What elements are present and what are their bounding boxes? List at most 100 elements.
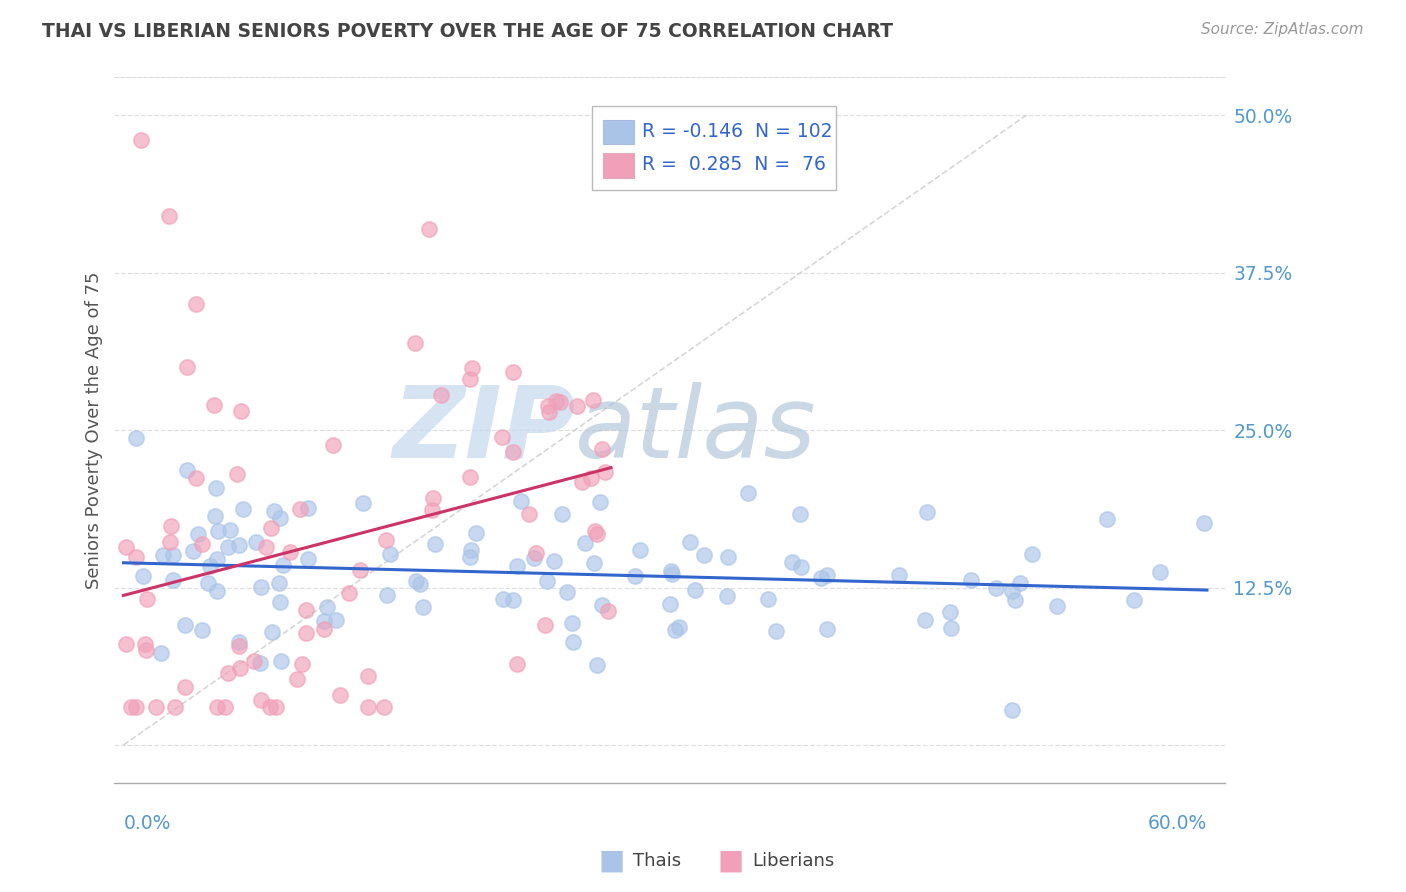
Point <box>357 669 380 683</box>
Point <box>375 588 398 602</box>
Point <box>197 575 219 590</box>
Point <box>125 700 148 714</box>
Point <box>412 599 434 614</box>
Point <box>583 524 606 538</box>
Point <box>184 471 207 485</box>
Text: ZIP: ZIP <box>392 382 575 479</box>
Point <box>555 584 578 599</box>
Text: Thais: Thais <box>633 852 681 870</box>
Point <box>458 549 481 564</box>
Text: R = -0.146  N = 102: R = -0.146 N = 102 <box>643 122 832 141</box>
Point <box>523 550 546 565</box>
Point <box>259 700 281 714</box>
Point <box>591 598 613 612</box>
Text: atlas: atlas <box>575 382 817 479</box>
Point <box>589 494 612 508</box>
Point <box>135 643 157 657</box>
Point <box>191 623 214 637</box>
Point <box>815 568 838 582</box>
Point <box>939 621 962 635</box>
Point <box>464 526 486 541</box>
Point <box>214 700 236 714</box>
Point <box>176 463 198 477</box>
Point <box>254 541 277 555</box>
Point <box>737 486 759 500</box>
Point <box>551 507 574 521</box>
Point <box>418 222 440 236</box>
Point <box>423 537 446 551</box>
Point <box>159 519 181 533</box>
Point <box>717 549 740 564</box>
Point <box>536 574 558 588</box>
Point <box>579 471 602 485</box>
Point <box>125 431 148 445</box>
Point <box>135 591 157 606</box>
Point <box>162 548 184 562</box>
Point <box>889 568 911 582</box>
Point <box>571 475 593 489</box>
Point <box>297 552 319 566</box>
Point <box>245 535 267 549</box>
Point <box>492 592 515 607</box>
Point <box>150 646 173 660</box>
Point <box>546 394 568 409</box>
Point <box>914 613 936 627</box>
Point <box>325 613 347 627</box>
Point <box>502 365 524 379</box>
Point <box>583 557 606 571</box>
Point <box>228 538 250 552</box>
Point <box>1149 565 1171 579</box>
Point <box>664 623 686 637</box>
Point <box>120 700 142 714</box>
Point <box>269 511 291 525</box>
Point <box>458 371 481 385</box>
Point <box>207 584 229 599</box>
Point <box>661 566 683 581</box>
Point <box>131 133 153 147</box>
Point <box>378 547 401 561</box>
Point <box>278 544 301 558</box>
Point <box>322 438 344 452</box>
Point <box>692 548 714 562</box>
Point <box>628 543 651 558</box>
Point <box>596 604 619 618</box>
Point <box>157 209 180 223</box>
Point <box>405 574 427 588</box>
Point <box>506 657 529 671</box>
Point <box>266 700 288 714</box>
Point <box>132 569 155 583</box>
Text: ■: ■ <box>718 847 744 875</box>
Point <box>502 445 524 459</box>
Point <box>125 549 148 564</box>
Point <box>242 655 264 669</box>
Point <box>586 658 609 673</box>
Text: Liberians: Liberians <box>752 852 834 870</box>
Point <box>312 622 335 636</box>
Point <box>543 554 565 568</box>
Point <box>260 521 283 535</box>
Point <box>780 555 803 569</box>
Point <box>491 430 513 444</box>
Point <box>115 540 138 554</box>
Text: 0.0%: 0.0% <box>124 814 170 833</box>
Point <box>260 624 283 639</box>
Point <box>297 500 319 515</box>
Point <box>790 559 813 574</box>
Point <box>225 467 247 482</box>
Point <box>207 524 229 538</box>
Point <box>461 361 484 376</box>
Point <box>510 493 533 508</box>
Point <box>249 693 271 707</box>
Point <box>174 617 197 632</box>
Point <box>534 618 557 632</box>
Point <box>1123 592 1146 607</box>
Point <box>315 600 337 615</box>
Point <box>548 395 571 409</box>
Point <box>270 654 292 668</box>
Point <box>349 563 371 577</box>
Point <box>519 507 541 521</box>
Point <box>263 504 285 518</box>
Bar <box>603 120 634 145</box>
Point <box>205 700 228 714</box>
Bar <box>603 153 634 178</box>
